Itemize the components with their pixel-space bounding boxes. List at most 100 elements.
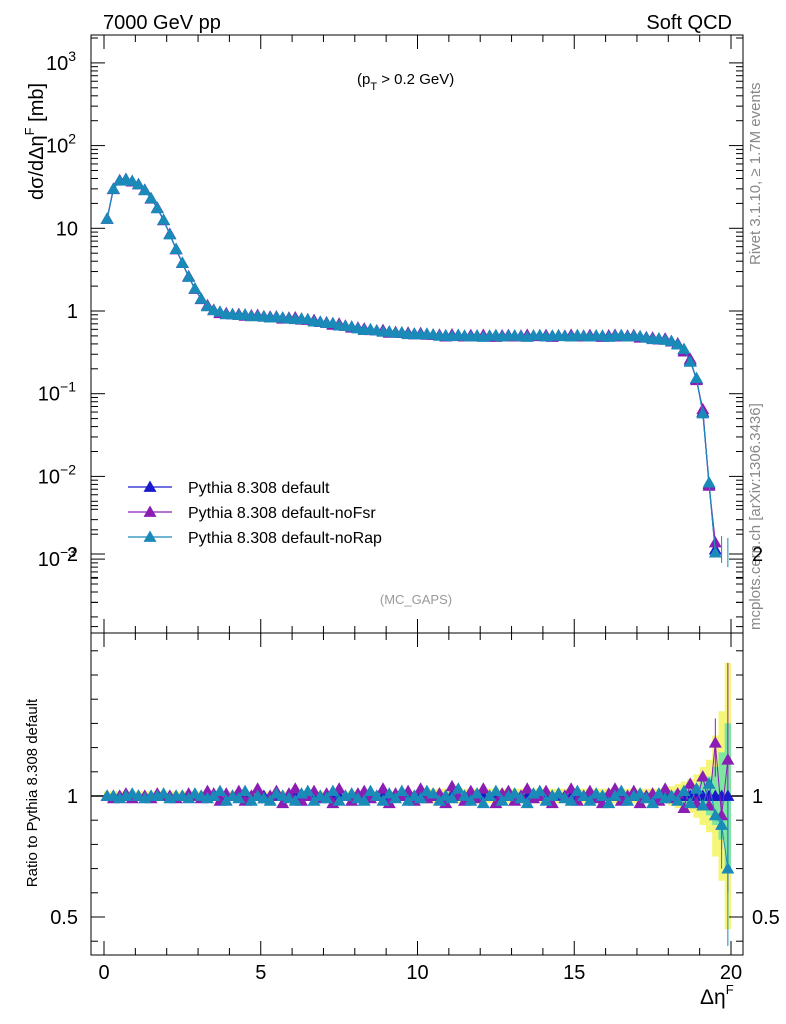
analysis-label: (MC_GAPS)	[380, 592, 452, 607]
series-noRap	[100, 172, 722, 558]
ratio-series-noRap	[100, 777, 735, 874]
ratio-point-noRap	[533, 784, 547, 797]
ratio-point-noRap	[564, 794, 578, 806]
ratio-point-noRap	[451, 782, 465, 794]
cut-sub: T	[370, 81, 377, 93]
legend-marker	[143, 480, 157, 492]
ratio-point-noRap	[577, 789, 591, 801]
x-tick-label: 0	[98, 962, 109, 984]
tick-exp: −2	[60, 461, 76, 477]
cut-open: (p	[357, 71, 370, 88]
ratio-y-tick-label: 0.5	[50, 907, 78, 929]
ratio-point-noRap	[489, 784, 503, 797]
ratio-point-noFsr	[633, 796, 647, 809]
header-left: 7000 GeV pp	[103, 12, 221, 34]
ratio-point-noRap	[696, 799, 710, 811]
ratio-point-noRap	[395, 784, 409, 797]
ratio-point-noRap	[476, 796, 490, 809]
x-tick-label: 10	[406, 962, 428, 984]
data-point-noRap	[182, 270, 196, 282]
tick-base: 10	[46, 136, 68, 158]
ratio-point-noRap	[570, 784, 584, 797]
main-y-tick-label: 10−2	[38, 461, 76, 488]
data-point-noRap	[106, 182, 120, 194]
data-point-noRap	[169, 242, 183, 254]
ylabel-part2: [mb]	[26, 83, 48, 127]
ratio-y-tick-label: 1	[67, 786, 78, 808]
ratio-point-noFsr	[288, 782, 302, 794]
legend-entry-noRap: Pythia 8.308 default-noRap	[128, 530, 382, 547]
ratio-point-noFsr	[658, 782, 672, 794]
ratio-panel: 0.5 0.51 12 20 5 10 15 20 Ratio to Pythia 8.308…	[24, 505, 780, 984]
ratio-point-noRap	[583, 794, 597, 806]
ratio-point-noRap	[414, 791, 428, 804]
ratio-point-noRap	[458, 789, 472, 801]
ratio-point-noRap	[301, 784, 315, 797]
ratio-point-noRap	[539, 794, 553, 806]
x-tick-label: 5	[255, 962, 266, 984]
ratio-point-noRap	[520, 796, 534, 809]
legend-marker	[143, 530, 157, 542]
data-point-noRap	[677, 342, 691, 354]
data-point-noRap	[671, 338, 685, 350]
ratio-point-noRap	[514, 791, 528, 804]
ratio-point-noRap	[182, 791, 196, 804]
legend-entry-default: Pythia 8.308 default	[128, 480, 330, 497]
ratio-point-noRap	[370, 789, 384, 801]
tick-exp: 2	[68, 131, 76, 147]
ratio-point-noRap	[157, 787, 171, 799]
ratio-point-noRap	[602, 796, 616, 809]
series-default	[100, 172, 722, 555]
cut-annotation: (pT > 0.2 GeV)	[357, 71, 454, 93]
ratio-point-noRap	[683, 796, 697, 809]
legend-label: Pythia 8.308 default	[188, 480, 330, 497]
ratio-point-noFsr	[251, 782, 265, 794]
data-point-noRap	[188, 282, 202, 294]
tick-exp: 3	[68, 48, 76, 64]
ratio-point-noRap	[307, 794, 321, 806]
ratio-series-noFsr	[100, 736, 735, 821]
ratio-point-noRap	[690, 782, 704, 794]
xlabel-sup: F	[726, 982, 734, 997]
ratio-point-noRap	[702, 777, 716, 789]
main-y-tick-label: 102	[46, 131, 76, 158]
ratio-point-noRap	[639, 791, 653, 804]
data-point-noFsr	[708, 536, 722, 548]
ratio-point-noRap	[652, 787, 666, 799]
tick-exp: −1	[60, 379, 76, 395]
ratio-point-noRap	[401, 794, 415, 806]
ratio-point-noRap	[432, 794, 446, 806]
legend-label: Pythia 8.308 default-noRap	[188, 530, 382, 547]
ratio-point-noRap	[326, 784, 340, 797]
ylabel-part1: dσ/dΔη	[26, 135, 48, 200]
ratio-point-noRap	[464, 794, 478, 806]
legend-marker	[143, 505, 157, 517]
data-point-noRap	[708, 546, 722, 558]
ratio-point-noRap	[633, 787, 647, 799]
ratio-point-noRap	[508, 787, 522, 799]
ratio-point-noRap	[207, 789, 221, 801]
main-ylabel: dσ/dΔηF [mb]	[22, 83, 48, 200]
ratio-point-noRap	[244, 794, 258, 806]
data-point-noRap	[157, 213, 171, 225]
tick-base: 10	[38, 466, 60, 488]
legend: Pythia 8.308 default Pythia 8.308 default…	[128, 480, 382, 547]
data-point-noRap	[664, 334, 678, 347]
main-y-tick-label: 1	[67, 301, 78, 323]
ratio-point-noRap	[495, 794, 509, 806]
ratio-y-tick-label-right: 1	[752, 786, 763, 808]
ratio-point-noFsr	[276, 796, 290, 809]
ylabel-sup: F	[22, 127, 37, 135]
x-tick-label: 15	[563, 962, 585, 984]
ratio-point-noRap	[483, 789, 497, 801]
ratio-point-noRap	[614, 784, 628, 797]
main-y-tick-label: 103	[46, 48, 76, 75]
ratio-point-default	[721, 789, 735, 801]
ratio-point-noRap	[320, 791, 334, 804]
ratio-point-noRap	[389, 791, 403, 804]
ratio-point-noRap	[238, 784, 252, 797]
ratio-point-noFsr	[696, 770, 710, 782]
main-y-tick-label: 10	[56, 218, 78, 240]
ratio-point-noFsr	[476, 782, 490, 794]
